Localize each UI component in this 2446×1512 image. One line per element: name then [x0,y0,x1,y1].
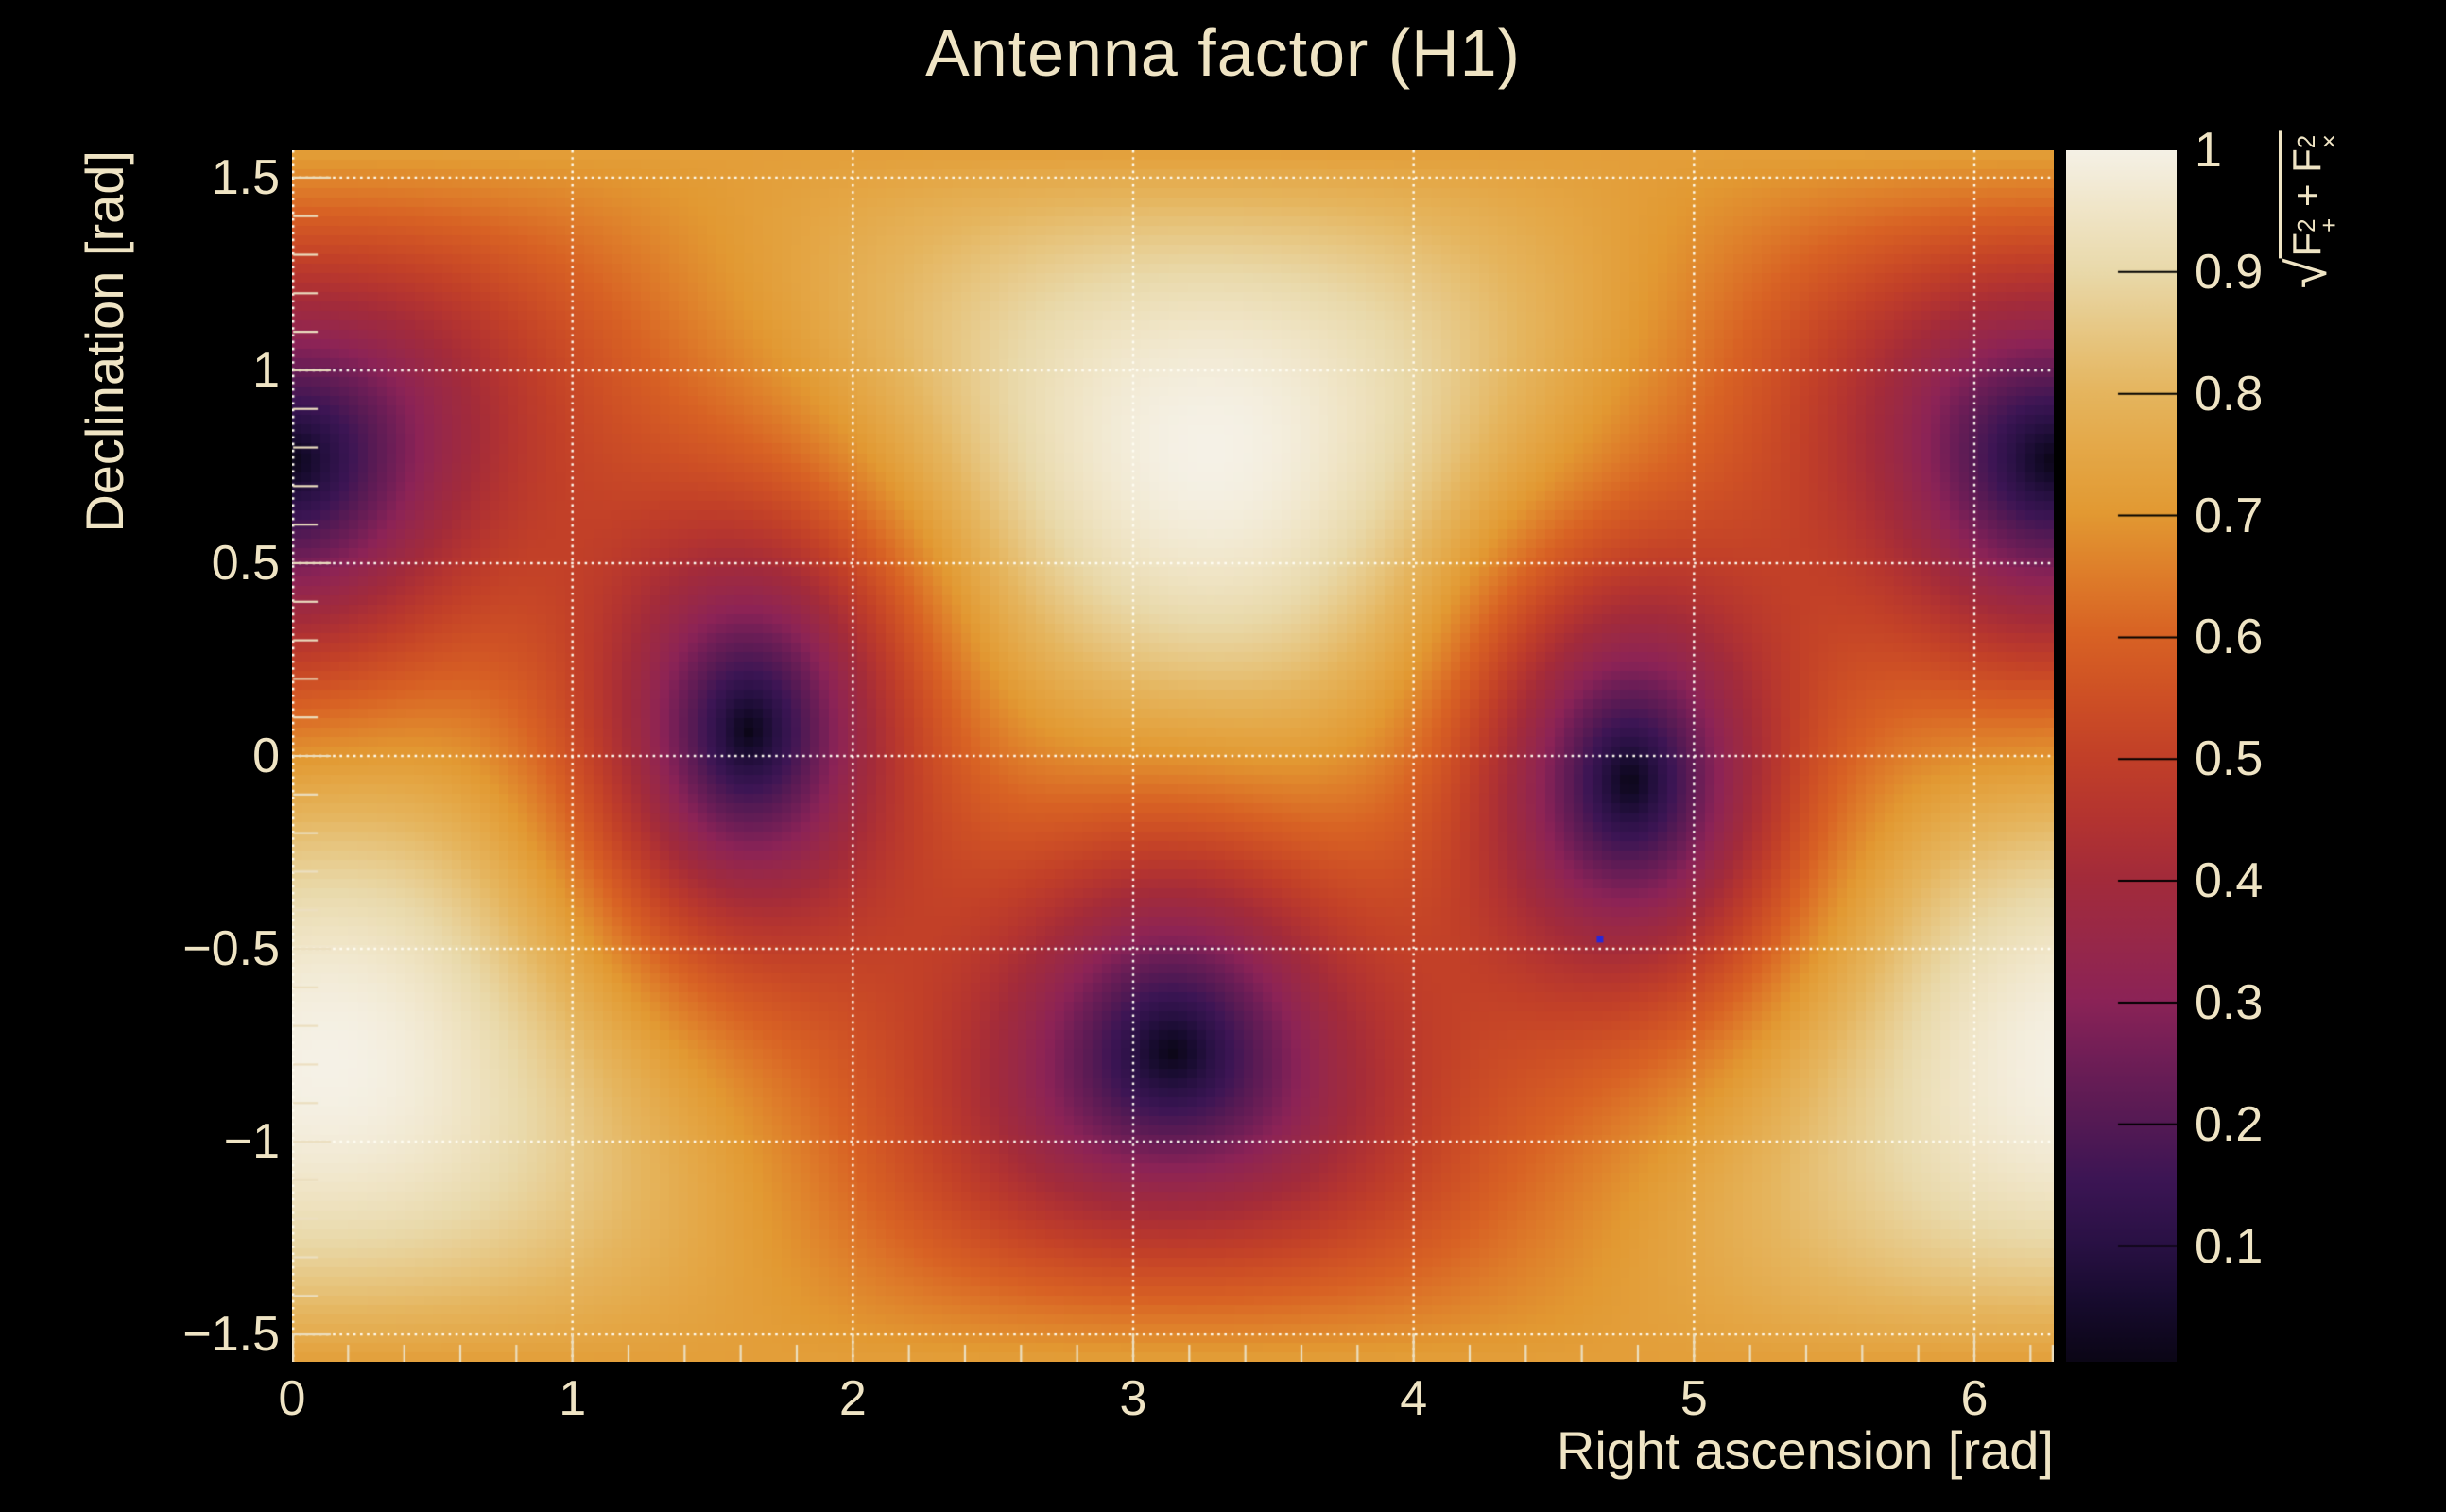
f-cross-term: F 2 × [2284,134,2343,173]
y-tick-label: −1 [223,1114,280,1170]
sqrt-radical-glyph: √ [2277,258,2338,289]
colorbar-tick-label: 0.8 [2195,366,2264,421]
x-axis-title: Right ascension [rad] [1556,1420,2054,1480]
x-tick-label: 1 [559,1371,587,1426]
colorbar-tick-label: 0.4 [2195,853,2264,909]
colorbar-tick-label: 0.3 [2195,974,2264,1030]
colorbar-tick-label: 0.9 [2195,244,2264,300]
heatmap-canvas [292,150,2054,1362]
y-axis-title-text: Declination [rad] [75,150,134,533]
y-tick-label: 1 [252,342,280,398]
colorbar-tick-label: 0.2 [2195,1096,2264,1152]
colorbar-tick-label: 0.7 [2195,488,2264,543]
f-plus-term: F 2 + [2284,217,2343,257]
x-tick-label: 4 [1400,1371,1428,1426]
y-tick-label: −0.5 [182,921,280,977]
y-tick-label: 0 [252,729,280,783]
x-tick-label: 2 [838,1371,867,1426]
colorbar-canvas [2066,150,2177,1362]
colorbar-tick-label: 0.6 [2195,610,2264,665]
colorbar-tick-label: 1 [2195,123,2222,178]
x-tick-label: 3 [1119,1371,1147,1426]
plus-sign: + [2284,172,2329,218]
colorbar-tick-label: 0.1 [2195,1218,2264,1274]
y-tick-label: 0.5 [211,535,280,591]
y-tick-label: 1.5 [211,149,280,205]
x-tick-label: 5 [1679,1371,1708,1426]
x-tick-label: 6 [1960,1371,1989,1426]
colorbar-tick-label: 0.5 [2195,731,2264,787]
y-tick-label: −1.5 [182,1307,280,1363]
plot-title: Antenna factor (H1) [925,16,1521,90]
x-tick-label: 0 [278,1371,306,1426]
